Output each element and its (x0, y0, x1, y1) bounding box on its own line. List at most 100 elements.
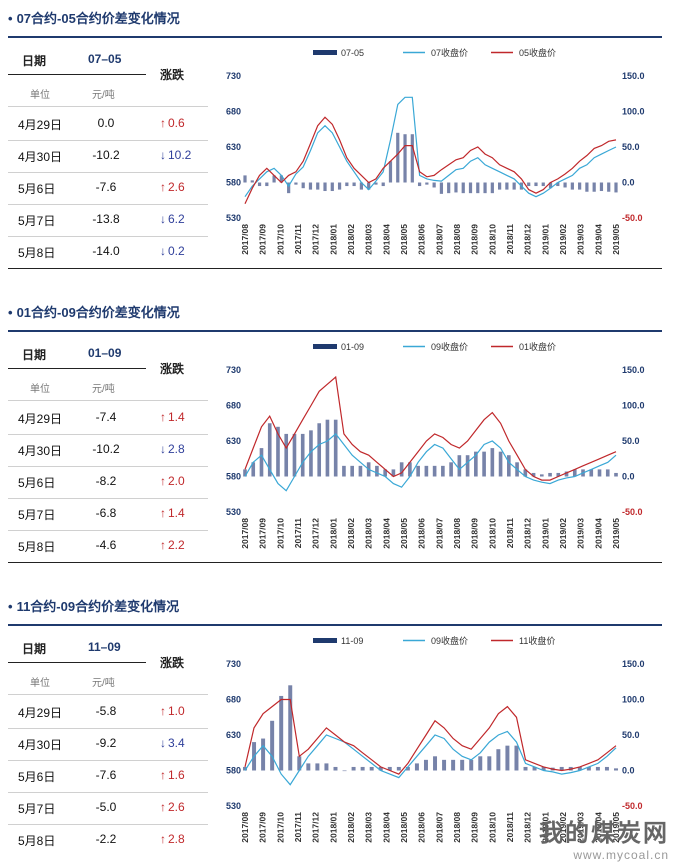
spread-bar (243, 469, 247, 477)
arrow-up-icon: ↑ (160, 538, 166, 552)
row-value: -10.2 (92, 442, 120, 456)
spread-bar (408, 462, 412, 477)
footer-rule (8, 268, 662, 269)
spread-bar (374, 182, 378, 185)
spread-bar (604, 766, 609, 771)
spread-bar (265, 182, 269, 187)
change-value: 1.0 (168, 704, 185, 718)
arrow-up-icon: ↑ (160, 474, 166, 488)
arrow-up-icon: ↑ (160, 410, 166, 424)
legend-label: 01收盘价 (519, 341, 556, 352)
row-change: ↑ 0.6 (160, 116, 210, 130)
spread-bar (490, 448, 495, 477)
header-rule (8, 368, 146, 369)
bullet-icon: • (8, 305, 13, 320)
spread-bar (586, 766, 591, 771)
y-tick-left: 580 (226, 472, 241, 482)
x-tick: 2018/10 (487, 224, 497, 255)
spread-bar (614, 472, 618, 477)
panel-title: • 11合约-09合约价差变化情况 (8, 594, 662, 620)
spread-bar (548, 182, 553, 189)
x-tick: 2017/09 (258, 224, 268, 255)
arrow-up-icon: ↑ (160, 768, 166, 782)
unit-rule (8, 400, 208, 401)
row-date: 4月29日 (18, 412, 63, 426)
spread-bar (350, 465, 354, 477)
spread-bar (333, 419, 338, 477)
unit-label: 单位 (30, 90, 50, 101)
legend: 07-05 07收盘价 05收盘价 (313, 47, 556, 58)
header-code: 01–09 (88, 346, 122, 360)
spread-bar (461, 182, 465, 194)
y-tick-left: 630 (226, 436, 241, 446)
y-tick-right: 0.0 (622, 766, 635, 776)
header-rule (8, 662, 146, 663)
unit-value: 元/吨 (92, 678, 115, 689)
row-value: -7.6 (95, 180, 117, 194)
x-tick: 2018/05 (399, 518, 409, 549)
y-tick-right: 0.0 (622, 178, 635, 188)
panel-11-09: • 11合约-09合约价差变化情况 日期 11–09 涨跌 单位 元/吨 11-0… (8, 594, 662, 862)
spread-bar (369, 766, 374, 771)
x-tick: 2017/12 (311, 518, 321, 549)
x-tick: 2019/04 (593, 812, 603, 843)
spread-bar (403, 134, 407, 183)
arrow-up-icon: ↑ (160, 116, 166, 130)
x-tick: 2019/04 (593, 518, 603, 549)
x-tick: 2018/12 (523, 518, 533, 549)
row-value: -7.4 (95, 410, 117, 424)
spread-bar (607, 182, 611, 192)
x-tick: 2019/01 (540, 518, 550, 549)
spread-bar (614, 768, 618, 771)
header-change: 涨跌 (160, 362, 185, 376)
panel-07-05: • 07合约-05合约价差变化情况 日期 07–05 涨跌 单位 元/吨 07-0… (8, 6, 662, 274)
legend-swatch-bar (313, 50, 337, 55)
spread-bar (387, 766, 392, 771)
row-change: ↑ 2.6 (160, 800, 210, 814)
header-change: 涨跌 (160, 68, 185, 82)
spread-bar (330, 182, 334, 192)
spread-bar (605, 469, 610, 477)
spread-bar (383, 469, 387, 477)
row-change: ↑ 2.0 (160, 474, 210, 488)
row-date: 4月30日 (18, 150, 63, 164)
row-value: -5.8 (95, 704, 117, 718)
y-tick-right: -50.0 (622, 801, 643, 811)
row-date: 5月6日 (18, 182, 56, 196)
spread-bar (483, 182, 487, 194)
spread-bar (433, 756, 438, 771)
spread-bar (288, 685, 293, 771)
y-tick-right: 50.0 (622, 730, 640, 740)
row-change: ↓ 10.2 (160, 148, 210, 162)
spread-bar (597, 469, 602, 477)
header-date: 日期 (22, 54, 47, 68)
header-code: 11–09 (88, 640, 121, 654)
y-tick-right: 100.0 (622, 695, 645, 705)
change-value: 6.2 (168, 212, 185, 226)
price-line (244, 730, 617, 786)
watermark-logo: 我的煤炭网 www.mycoal.cn (539, 813, 669, 862)
spread-bar (577, 766, 582, 771)
spread-bar (556, 472, 561, 477)
y-tick-right: 150.0 (622, 365, 645, 375)
spread-bar (284, 433, 289, 477)
row-date: 5月8日 (18, 834, 56, 848)
header-rule (8, 74, 146, 75)
spread-bar (592, 182, 596, 192)
row-value: -13.8 (92, 212, 120, 226)
spread-bar (324, 763, 329, 771)
x-tick: 2018/12 (523, 224, 533, 255)
x-tick: 2018/04 (381, 518, 391, 549)
row-change: ↓ 2.8 (160, 442, 210, 456)
arrow-up-icon: ↑ (160, 832, 166, 846)
spread-bar (309, 430, 313, 477)
y-tick-left: 680 (226, 401, 241, 411)
header-change: 涨跌 (160, 656, 185, 670)
row-date: 5月8日 (18, 246, 56, 260)
header-date: 日期 (22, 642, 47, 656)
spread-bar (308, 182, 313, 190)
spread-bar (539, 474, 544, 477)
x-tick: 2018/02 (346, 812, 356, 843)
y-tick-left: 630 (226, 730, 241, 740)
spread-bar (279, 695, 284, 771)
